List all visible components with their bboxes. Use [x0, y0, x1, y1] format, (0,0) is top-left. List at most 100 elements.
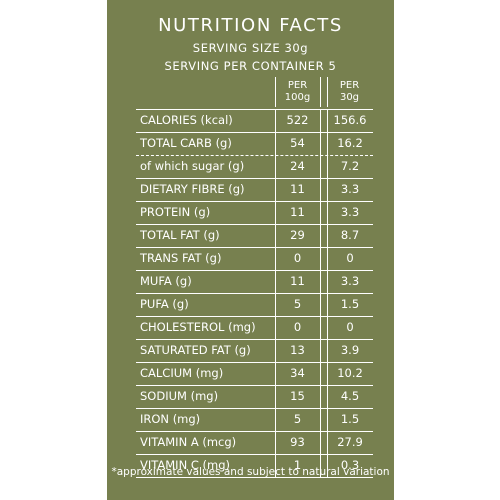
value-per-30g: 3.9 — [340, 343, 360, 357]
table-row: CALCIUM (mg) 34 10.2 — [136, 362, 373, 385]
nutrient-name: MUFA (g) — [140, 274, 192, 288]
table-row: IRON (mg) 5 1.5 — [136, 408, 373, 431]
nutrient-name: CALCIUM (mg) — [140, 366, 224, 380]
column-header-line: PER — [339, 80, 360, 91]
column-divider — [320, 316, 321, 339]
row-border — [136, 293, 373, 294]
nutrient-name: DIETARY FIBRE (g) — [140, 182, 245, 196]
value-per-30g: 0 — [346, 320, 354, 334]
column-divider — [327, 132, 328, 155]
column-header-line: 30g — [339, 92, 360, 103]
value-per-30g: 3.3 — [340, 274, 360, 288]
column-divider — [320, 431, 321, 454]
column-divider — [327, 339, 328, 362]
value-per-100g: 24 — [290, 159, 305, 173]
table-row: DIETARY FIBRE (g) 11 3.3 — [136, 178, 373, 201]
value-per-100g: 34 — [290, 366, 305, 380]
value-per-30g: 3.3 — [340, 205, 360, 219]
table-row: of which sugar (g) 24 7.2 — [136, 155, 373, 178]
value-per-100g: 93 — [290, 435, 305, 449]
value-per-30g: 10.2 — [337, 366, 363, 380]
value-per-100g: 522 — [286, 113, 309, 127]
column-divider — [320, 362, 321, 385]
row-border — [136, 270, 373, 271]
column-divider — [320, 178, 321, 201]
nutrient-name: IRON (mg) — [140, 412, 201, 426]
row-border — [136, 155, 373, 156]
column-divider — [320, 109, 321, 132]
row-border — [136, 224, 373, 225]
column-divider — [327, 385, 328, 408]
value-per-30g: 0 — [346, 251, 354, 265]
column-divider — [275, 408, 276, 431]
column-divider — [320, 77, 321, 107]
column-divider — [275, 247, 276, 270]
column-divider — [275, 362, 276, 385]
column-divider — [320, 270, 321, 293]
table-row: MUFA (g) 11 3.3 — [136, 270, 373, 293]
value-per-30g: 156.6 — [333, 113, 367, 127]
column-header-per-100g: PER 100g — [275, 77, 320, 107]
table-row: CHOLESTEROL (mg) 0 0 — [136, 316, 373, 339]
column-divider — [320, 408, 321, 431]
servings-per-container: SERVING PER CONTAINER 5 — [164, 59, 337, 73]
row-border — [136, 431, 373, 432]
column-divider — [327, 247, 328, 270]
table-row: VITAMIN C (mg) 1 0.3 — [136, 454, 373, 477]
nutrient-name: SATURATED FAT (g) — [140, 343, 251, 357]
column-divider — [327, 293, 328, 316]
column-divider — [320, 224, 321, 247]
column-divider — [275, 454, 276, 477]
nutrient-name: TOTAL CARB (g) — [140, 136, 232, 150]
value-per-100g: 1 — [293, 458, 302, 472]
column-divider — [275, 201, 276, 224]
value-per-30g: 1.5 — [340, 297, 360, 311]
table-row: PUFA (g) 5 1.5 — [136, 293, 373, 316]
value-per-30g: 0.3 — [340, 458, 360, 472]
serving-size: SERVING SIZE 30g — [192, 41, 309, 55]
table-row: CALORIES (kcal) 522 156.6 — [136, 109, 373, 132]
nutrient-name: CALORIES (kcal) — [140, 113, 233, 127]
value-per-30g: 3.3 — [340, 182, 360, 196]
column-divider — [275, 293, 276, 316]
nutrient-name: VITAMIN A (mcg) — [140, 435, 237, 449]
value-per-100g: 5 — [293, 297, 302, 311]
value-per-30g: 4.5 — [340, 389, 360, 403]
column-divider — [320, 132, 321, 155]
column-divider — [320, 339, 321, 362]
table-row: SATURATED FAT (g) 13 3.9 — [136, 339, 373, 362]
column-divider — [327, 109, 328, 132]
value-per-100g: 15 — [290, 389, 305, 403]
column-divider — [320, 247, 321, 270]
column-divider — [275, 155, 276, 178]
row-border — [136, 247, 373, 248]
table-row: TOTAL FAT (g) 29 8.7 — [136, 224, 373, 247]
column-divider — [327, 270, 328, 293]
value-per-30g: 1.5 — [340, 412, 360, 426]
column-divider — [327, 224, 328, 247]
column-divider — [320, 155, 321, 178]
column-divider — [320, 454, 321, 477]
column-divider — [327, 431, 328, 454]
column-header-line: 100g — [284, 92, 311, 103]
column-divider — [275, 132, 276, 155]
nutrient-name: SODIUM (mg) — [140, 389, 219, 403]
value-per-30g: 7.2 — [340, 159, 360, 173]
label-title: NUTRITION FACTS — [158, 15, 343, 36]
row-border — [136, 362, 373, 363]
column-divider — [327, 316, 328, 339]
table-row: TOTAL CARB (g) 54 16.2 — [136, 132, 373, 155]
column-divider — [275, 316, 276, 339]
column-divider — [275, 109, 276, 132]
table-row: TRANS FAT (g) 0 0 — [136, 247, 373, 270]
value-per-100g: 29 — [290, 228, 305, 242]
column-divider — [275, 224, 276, 247]
value-per-100g: 11 — [290, 274, 305, 288]
nutrient-name: TOTAL FAT (g) — [140, 228, 220, 242]
row-border — [136, 201, 373, 202]
value-per-30g: 27.9 — [337, 435, 363, 449]
value-per-100g: 0 — [293, 320, 302, 334]
row-border — [136, 339, 373, 340]
column-divider — [275, 77, 276, 107]
row-border — [136, 408, 373, 409]
